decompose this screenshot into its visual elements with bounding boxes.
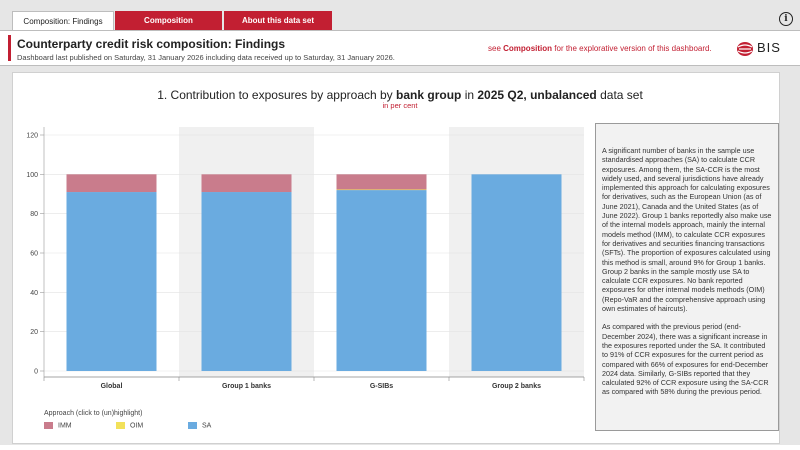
legend-item-oim[interactable]: OIM	[116, 422, 143, 429]
findings-paragraph-1: A significant number of banks in the sam…	[602, 146, 772, 314]
bar-imm-1	[201, 174, 292, 193]
bis-logo-text: BIS	[757, 40, 781, 55]
chart-unit-label: in per cent	[382, 101, 418, 110]
y-tick-label-1: 20	[30, 329, 38, 336]
bar-sa-1	[201, 192, 292, 371]
legend-label-oim: OIM	[130, 422, 144, 430]
chart-title-part4: 2025 Q2, unbalanced	[477, 88, 597, 102]
chart-title-part5: data set	[596, 88, 643, 102]
tab-bar: Composition: Findings Composition About …	[0, 0, 800, 30]
chart-title-part3: in	[461, 88, 478, 102]
y-tick-label-4: 80	[30, 211, 38, 218]
findings-text-box: A significant number of banks in the sam…	[595, 123, 779, 431]
composition-link[interactable]: Composition	[503, 44, 553, 53]
legend-swatch-sa	[188, 422, 197, 429]
x-tick-label-1: Group 1 banks	[222, 383, 271, 390]
legend-label-imm: IMM	[58, 422, 72, 430]
legend-item-imm[interactable]: IMM	[44, 422, 72, 429]
findings-paragraph-2: As compared with the previous period (en…	[602, 322, 769, 397]
bar-imm-2	[336, 174, 427, 190]
legend-title: Approach (click to (un)highlight)	[44, 410, 143, 417]
tab-about-data-set[interactable]: About this data set	[224, 11, 332, 30]
bar-sa-2	[336, 190, 427, 371]
y-tick-label-6: 120	[26, 133, 38, 140]
legend-label-sa: SA	[202, 422, 212, 430]
legend-swatch-imm	[44, 422, 53, 429]
y-tick-label-2: 40	[30, 290, 38, 297]
bar-sa-3	[471, 174, 562, 371]
info-icon[interactable]: i	[779, 12, 793, 26]
chart-title-part2: bank group	[396, 88, 462, 102]
tab-composition[interactable]: Composition	[115, 11, 222, 30]
chart-title: 1. Contribution to exposures by approach…	[0, 88, 800, 102]
bar-imm-0	[66, 174, 157, 193]
tab-composition-findings[interactable]: Composition: Findings	[12, 11, 114, 30]
bottom-strip	[0, 445, 800, 450]
chart-title-part1: 1. Contribution to exposures by approach…	[157, 88, 397, 102]
y-tick-label-0: 0	[34, 369, 38, 376]
explorative-version-note: see Composition for the explorative vers…	[488, 44, 712, 53]
header-accent-bar	[8, 35, 11, 61]
x-tick-label-3: Group 2 banks	[492, 383, 541, 390]
legend-swatch-oim	[116, 422, 125, 429]
legend-item-sa[interactable]: SA	[188, 422, 211, 429]
page-header: Counterparty credit risk composition: Fi…	[0, 30, 800, 66]
see-suffix: for the explorative version of this dash…	[554, 44, 712, 53]
x-tick-label-2: G-SIBs	[370, 383, 393, 390]
bar-oim-2	[336, 189, 427, 191]
bar-sa-0	[66, 192, 157, 371]
see-prefix: see	[488, 44, 501, 53]
y-tick-label-3: 60	[30, 251, 38, 258]
bis-logo-icon[interactable]	[734, 40, 794, 58]
publication-note: Dashboard last published on Saturday, 31…	[17, 53, 395, 62]
page-title: Counterparty credit risk composition: Fi…	[17, 37, 286, 51]
x-tick-label-0: Global	[101, 383, 123, 390]
y-tick-label-5: 100	[26, 172, 38, 179]
